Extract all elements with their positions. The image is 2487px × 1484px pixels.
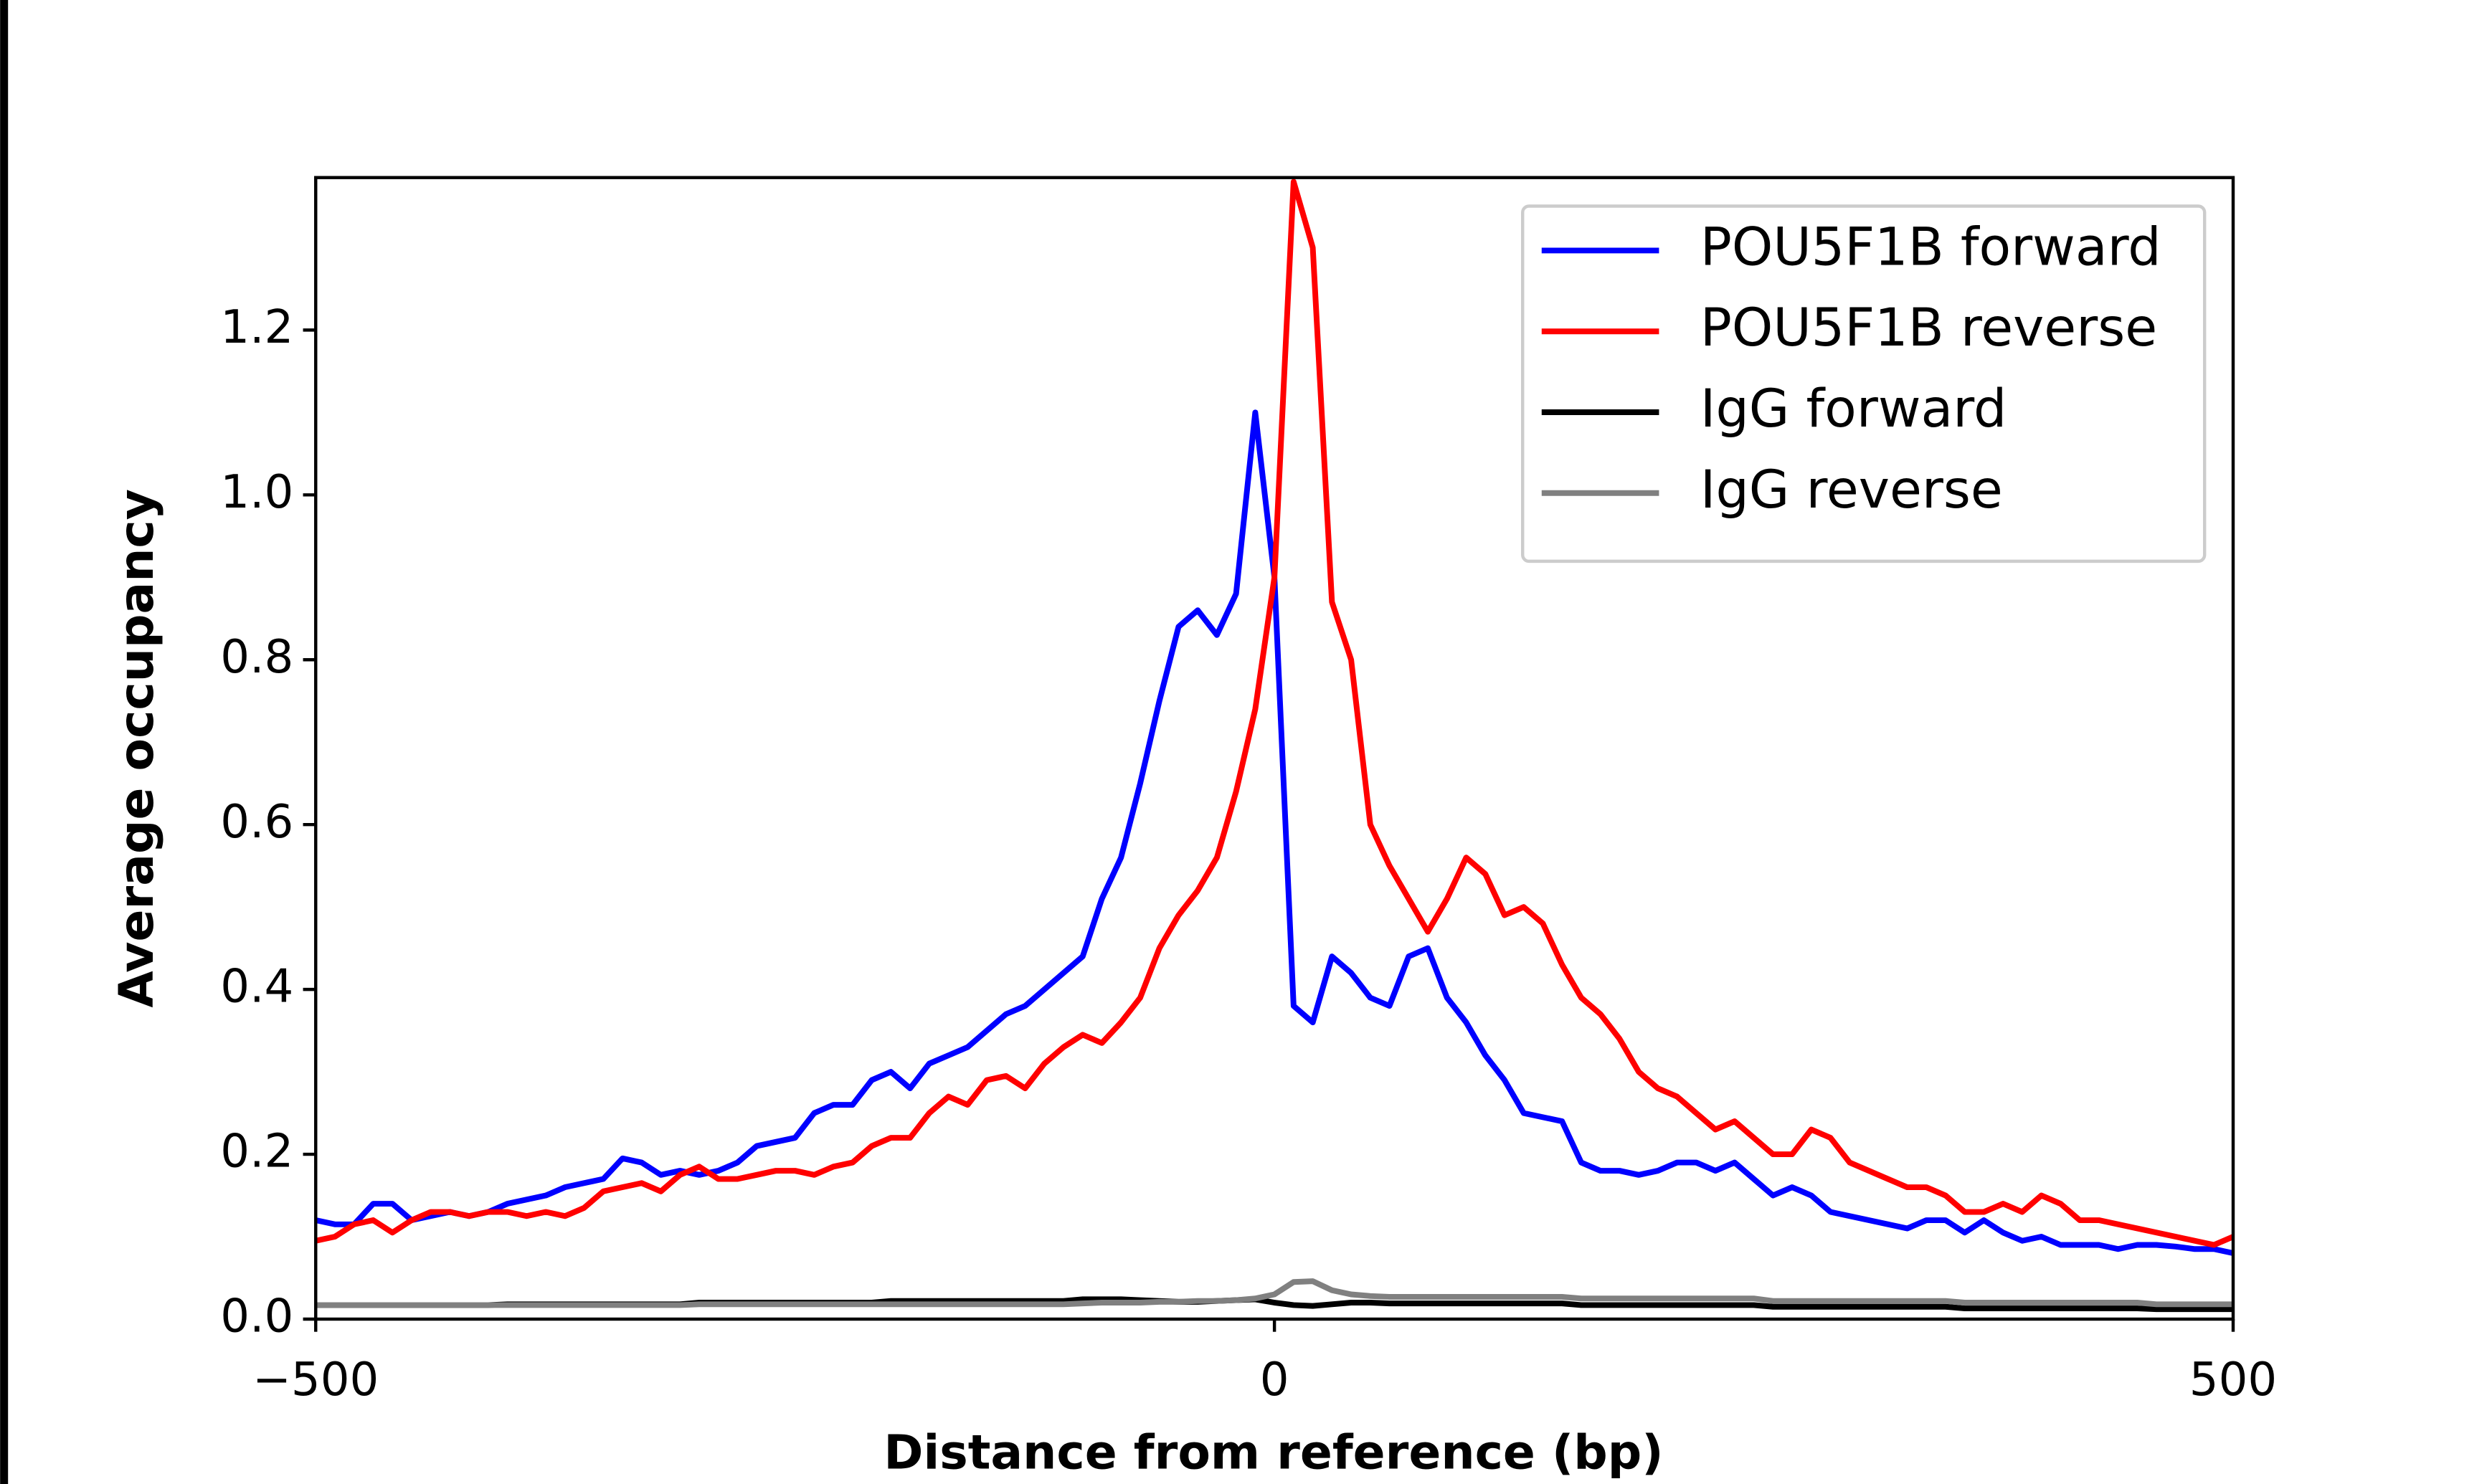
legend-label: POU5F1B reverse [1700,298,2157,358]
y-tick-label: 0.4 [220,960,293,1014]
y-tick-label: 0.6 [220,795,293,849]
frame-edge [0,0,9,1484]
y-tick-label: 1.2 [220,300,293,354]
data-line [316,1278,2234,1308]
legend-label: POU5F1B forward [1700,217,2161,277]
legend-label: IgG forward [1700,379,2007,439]
legend-box [1521,204,2207,563]
legend-label: IgG reverse [1700,460,2003,520]
data-line [316,179,2234,1248]
y-tick-label: 0.0 [220,1290,293,1343]
y-tick-label: 0.2 [220,1125,293,1179]
y-tick-label: 0.8 [220,630,293,684]
y-axis-label: Average occupancy [108,489,164,1008]
y-tick-label: 1.0 [220,465,293,519]
series-group [316,179,2234,1313]
x-tick-label: 500 [2189,1353,2277,1407]
x-axis-label: Distance from reference (bp) [884,1424,1663,1480]
x-tick-label: 0 [1260,1353,1289,1407]
x-tick-label: −500 [252,1353,379,1407]
